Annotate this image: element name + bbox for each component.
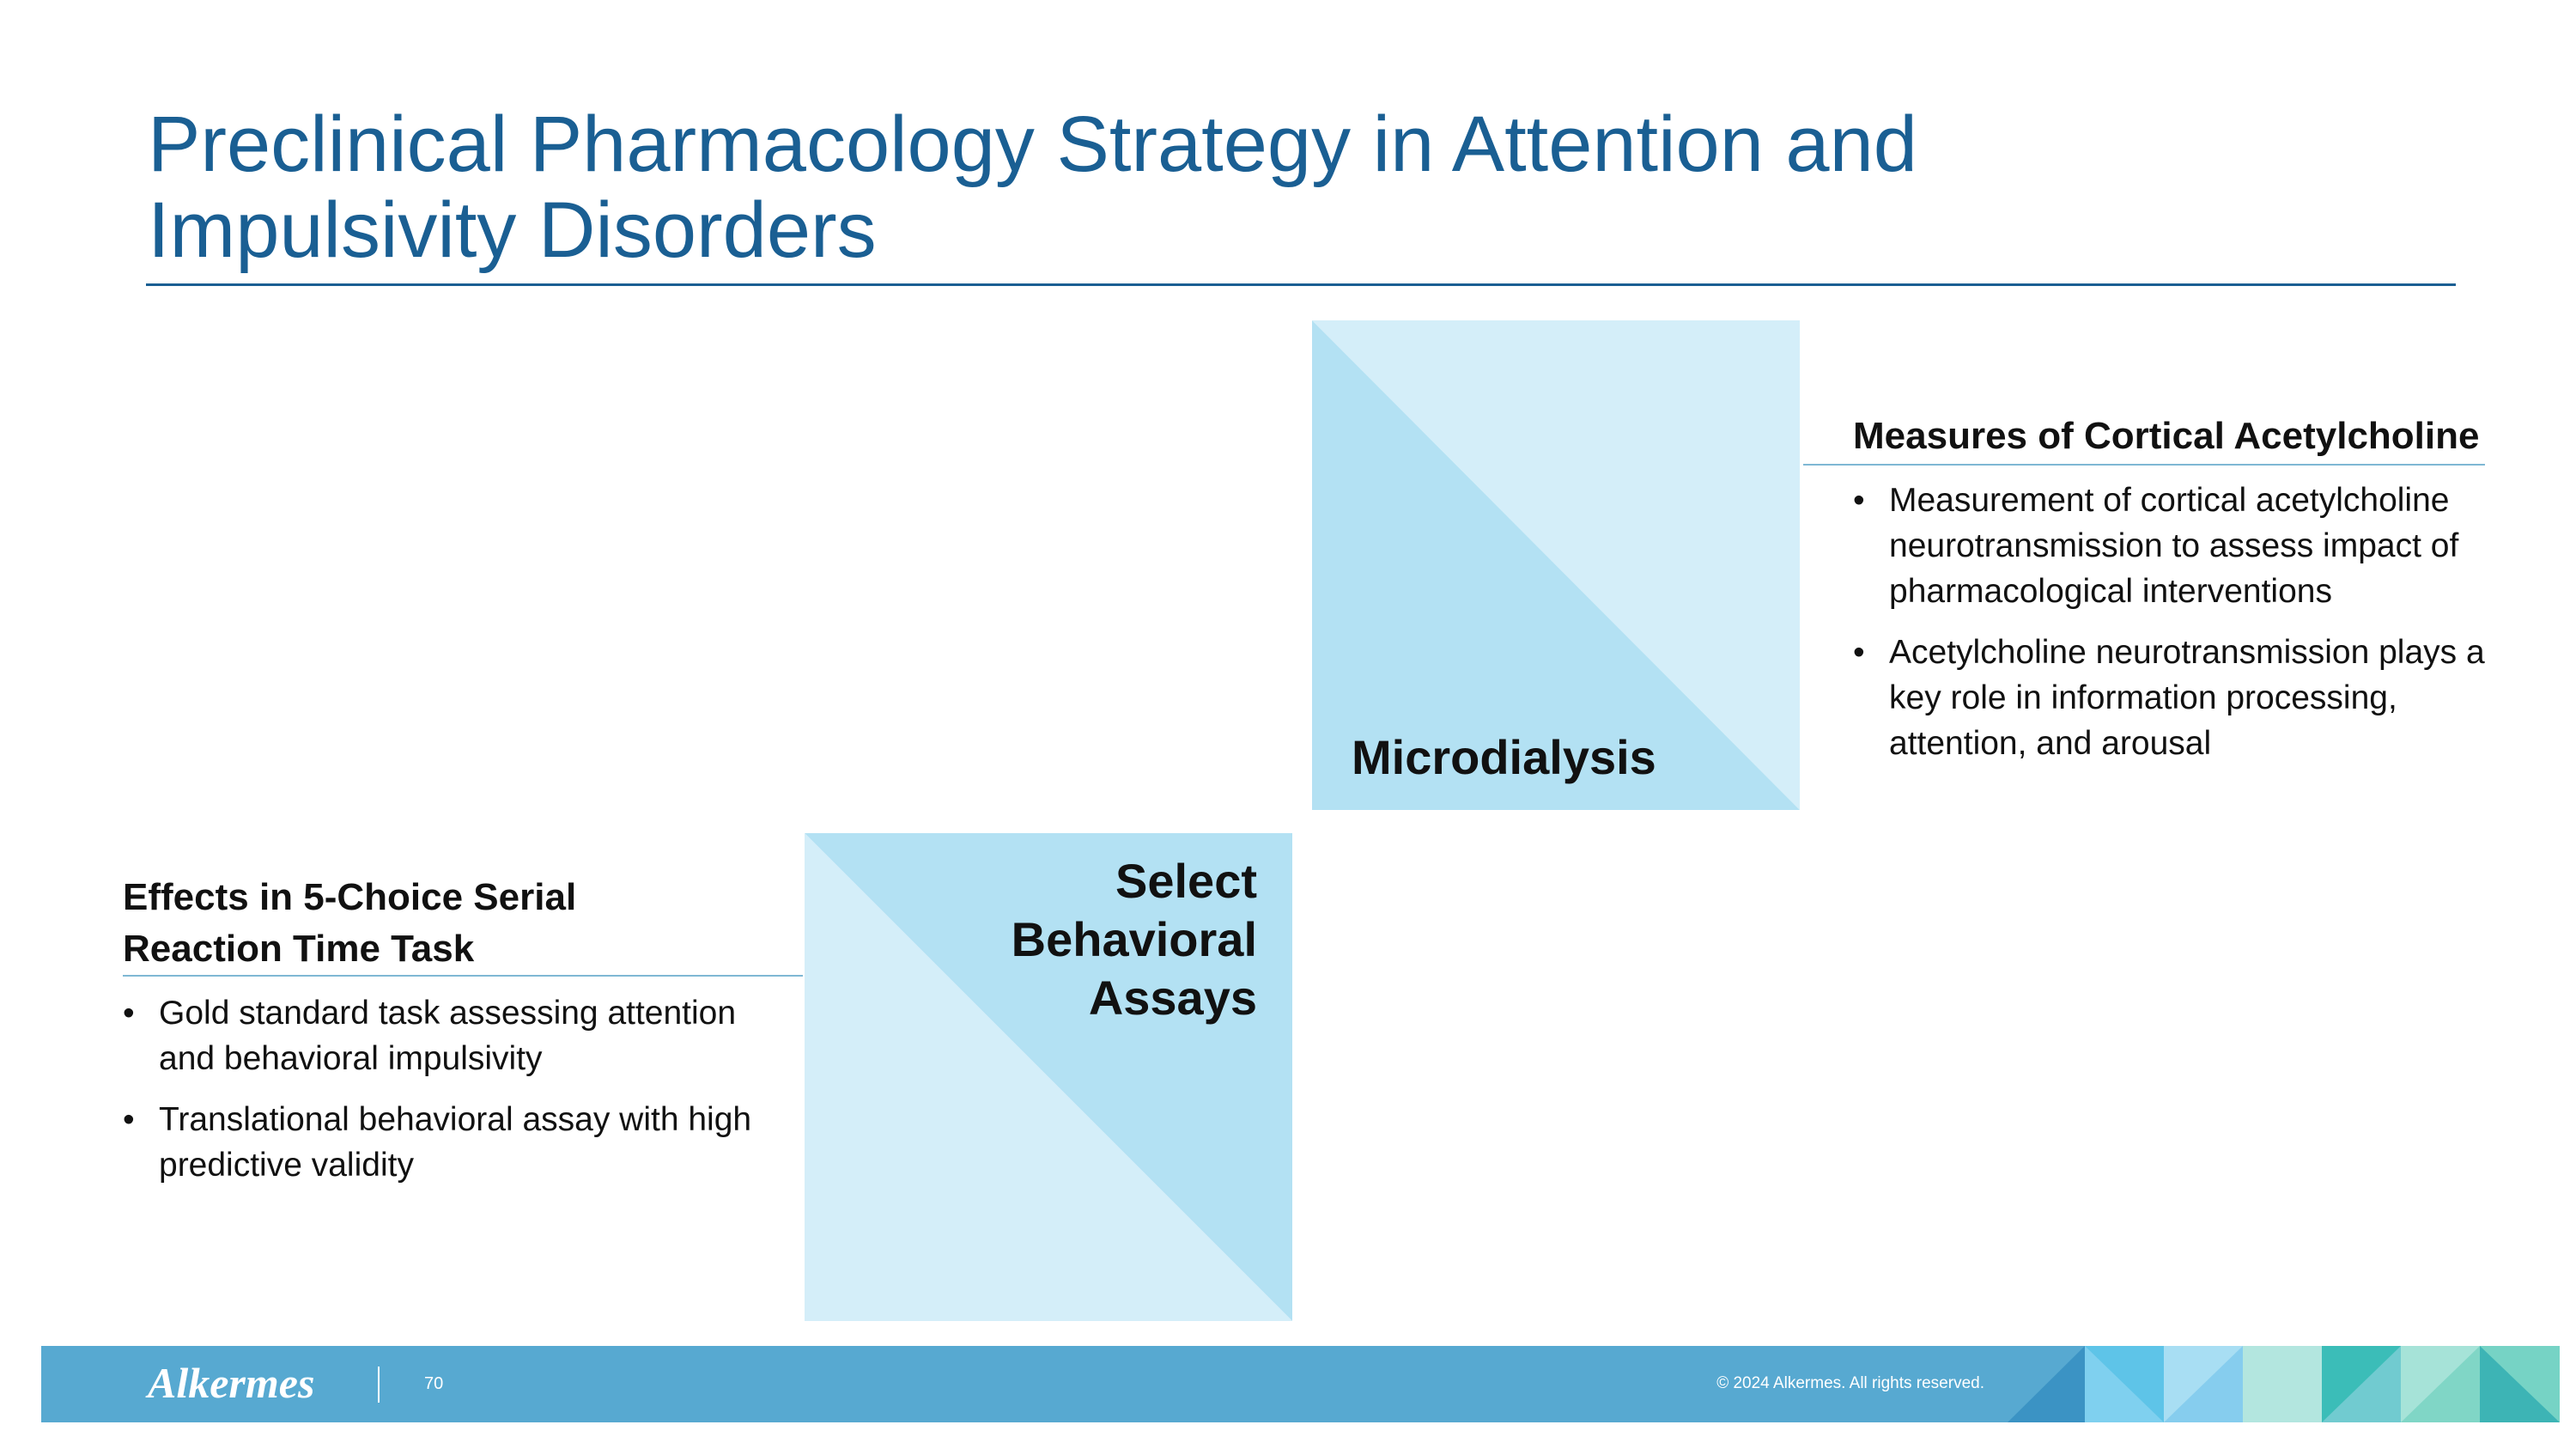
footer-decoration — [2008, 1346, 2560, 1422]
slide-title: Preclinical Pharmacology Strategy in Att… — [148, 100, 1917, 274]
bullet-list: Measurement of cortical acetylcholine ne… — [1853, 478, 2506, 782]
bullet: Measurement of cortical acetylcholine ne… — [1853, 478, 2506, 614]
copyright: © 2024 Alkermes. All rights reserved. — [1716, 1374, 1984, 1392]
logo: Alkermes — [148, 1359, 315, 1407]
section-heading: Effects in 5-Choice Serial Reaction Time… — [123, 876, 577, 970]
behavioral-square — [805, 833, 1292, 1321]
section-heading: Measures of Cortical Acetylcholine — [1853, 415, 2480, 457]
bullet: Gold standard task assessing attention a… — [123, 990, 775, 1081]
footer: Alkermes 70 © 2024 Alkermes. All rights … — [41, 1346, 2560, 1422]
bullet-list: Gold standard task assessing attention a… — [123, 990, 775, 1203]
square-label: Select Behavioral Assays — [1011, 854, 1257, 1025]
square-label: Microdialysis — [1352, 730, 1656, 784]
page-number: 70 — [424, 1374, 444, 1393]
section-rule — [123, 975, 803, 977]
bullet: Acetylcholine neurotransmission plays a … — [1853, 630, 2506, 766]
separator — [378, 1367, 380, 1403]
microdialysis-square — [1312, 320, 1800, 810]
section-rule — [1803, 464, 2485, 466]
title-rule — [146, 283, 2456, 286]
bullet: Translational behavioral assay with high… — [123, 1097, 775, 1188]
